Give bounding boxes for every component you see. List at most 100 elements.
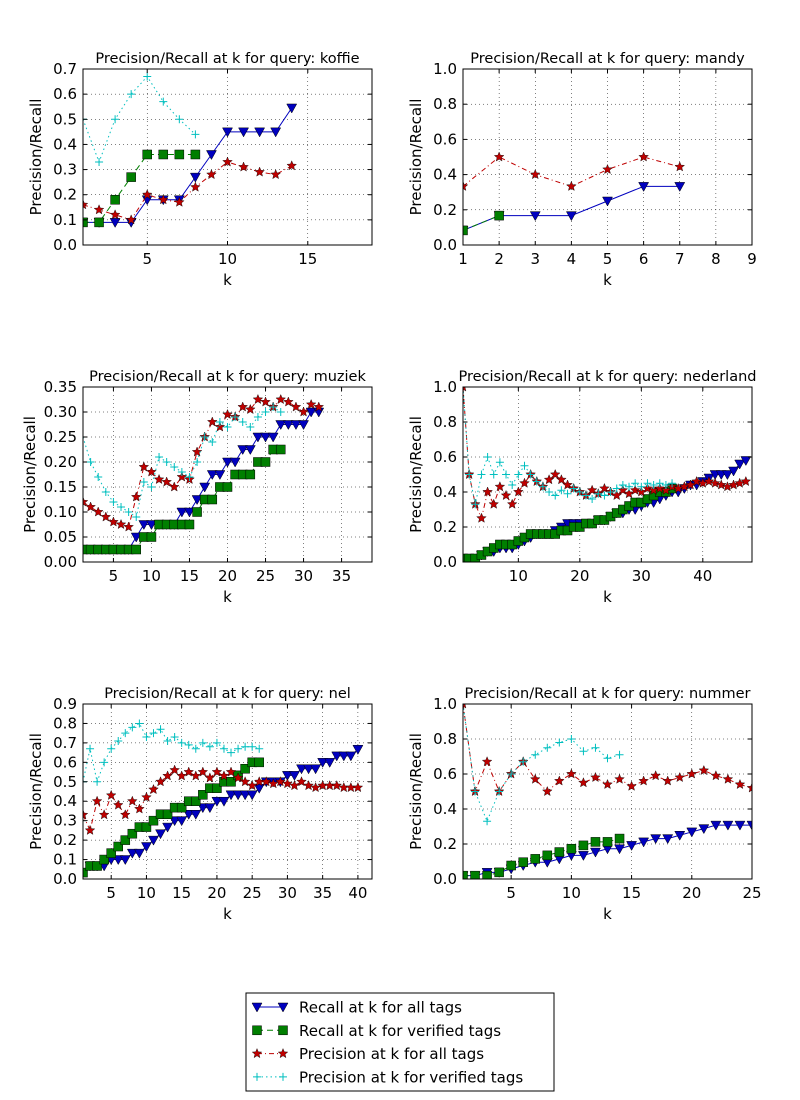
- tick-label-y: 0.00: [44, 553, 77, 571]
- data-point: [225, 790, 237, 801]
- data-point: [147, 483, 156, 491]
- data-point: [100, 758, 109, 767]
- data-point: [463, 704, 467, 709]
- data-point: [159, 97, 168, 106]
- data-point: [331, 780, 343, 791]
- data-point: [298, 420, 309, 431]
- tick-label-x: 4: [567, 250, 577, 268]
- tick-label-y: 0.0: [433, 553, 457, 571]
- data-point: [289, 780, 300, 791]
- data-point: [529, 169, 541, 180]
- data-point: [184, 740, 193, 749]
- tick-label-x: 20: [218, 567, 237, 585]
- data-point: [176, 471, 188, 482]
- data-point: [225, 766, 237, 777]
- data-point: [83, 199, 89, 210]
- series-2: [463, 833, 625, 879]
- data-point: [602, 163, 613, 174]
- data-point: [532, 477, 541, 486]
- data-point: [177, 468, 186, 476]
- data-point: [130, 491, 142, 502]
- data-point: [566, 843, 577, 854]
- data-point: [127, 90, 136, 99]
- tick-label-x: 8: [711, 250, 721, 268]
- data-point: [174, 196, 185, 207]
- data-point: [162, 809, 173, 819]
- data-point: [232, 772, 244, 783]
- data-point: [121, 729, 130, 738]
- tick-label-y: 0.05: [44, 528, 77, 546]
- tick-label-y: 0.8: [433, 413, 457, 431]
- tick-label-y: 0.15: [44, 478, 77, 496]
- data-point: [127, 795, 138, 806]
- data-point: [222, 127, 233, 138]
- data-point: [260, 432, 271, 443]
- data-point: [248, 742, 257, 751]
- series-2: [463, 483, 677, 562]
- data-point: [506, 498, 518, 509]
- tick-label-x: 30: [278, 884, 297, 902]
- data-point: [83, 496, 89, 507]
- tick-label-x: 20: [570, 567, 589, 585]
- data-point: [214, 470, 226, 481]
- data-point: [149, 729, 158, 738]
- data-point: [184, 507, 195, 518]
- y-axis-label: Precision/Recall: [407, 99, 425, 216]
- legend-marker: [253, 1072, 261, 1081]
- data-point: [211, 766, 223, 777]
- data-point: [205, 742, 214, 751]
- data-point: [483, 453, 492, 461]
- data-point: [629, 484, 641, 495]
- data-point: [109, 498, 118, 506]
- tick-label-x: 25: [742, 884, 761, 902]
- data-point: [614, 833, 625, 844]
- data-point: [268, 778, 279, 789]
- data-point: [746, 820, 752, 831]
- tick-label-x: 3: [530, 250, 540, 268]
- data-point: [483, 817, 492, 826]
- tick-label-x: 25: [256, 567, 275, 585]
- data-point: [519, 757, 528, 766]
- data-point: [566, 768, 577, 779]
- data-point: [289, 771, 300, 781]
- data-point: [191, 796, 201, 806]
- data-point: [615, 750, 624, 759]
- data-point: [93, 204, 105, 215]
- tick-label-y: 0.0: [433, 236, 457, 254]
- tick-label-y: 0.2: [53, 831, 77, 849]
- data-point: [133, 848, 145, 859]
- data-point: [211, 796, 223, 807]
- legend-marker: [277, 1048, 289, 1059]
- legend-box: [245, 992, 555, 1092]
- data-point: [331, 751, 343, 762]
- data-point: [518, 857, 528, 867]
- tick-label-x: 10: [137, 884, 156, 902]
- x-axis-label: k: [223, 271, 232, 289]
- data-point: [526, 470, 535, 479]
- data-point: [146, 466, 157, 477]
- legend-label: Precision at k for verified tags: [299, 1068, 523, 1086]
- data-point: [588, 495, 597, 503]
- data-point: [513, 486, 524, 497]
- data-point: [155, 776, 166, 787]
- legend-entry-1: Recall at k for all tags: [251, 999, 462, 1017]
- data-point: [463, 225, 468, 236]
- data-point: [218, 796, 230, 807]
- data-point: [286, 103, 298, 114]
- data-point: [128, 723, 137, 732]
- data-point: [238, 418, 247, 426]
- data-point: [283, 396, 294, 407]
- data-point: [232, 790, 244, 801]
- data-point: [554, 775, 565, 786]
- tick-label-y: 0.25: [44, 428, 77, 446]
- x-axis-label: k: [223, 588, 232, 606]
- x-axis-label: k: [603, 905, 612, 923]
- legend-label: Precision at k for all tags: [299, 1045, 484, 1063]
- data-point: [482, 486, 493, 497]
- data-point: [477, 470, 486, 479]
- data-point: [92, 861, 102, 871]
- data-point: [275, 420, 287, 431]
- data-point: [508, 481, 517, 489]
- legend-entry-4: Precision at k for verified tags: [253, 1068, 523, 1086]
- data-point: [488, 498, 500, 509]
